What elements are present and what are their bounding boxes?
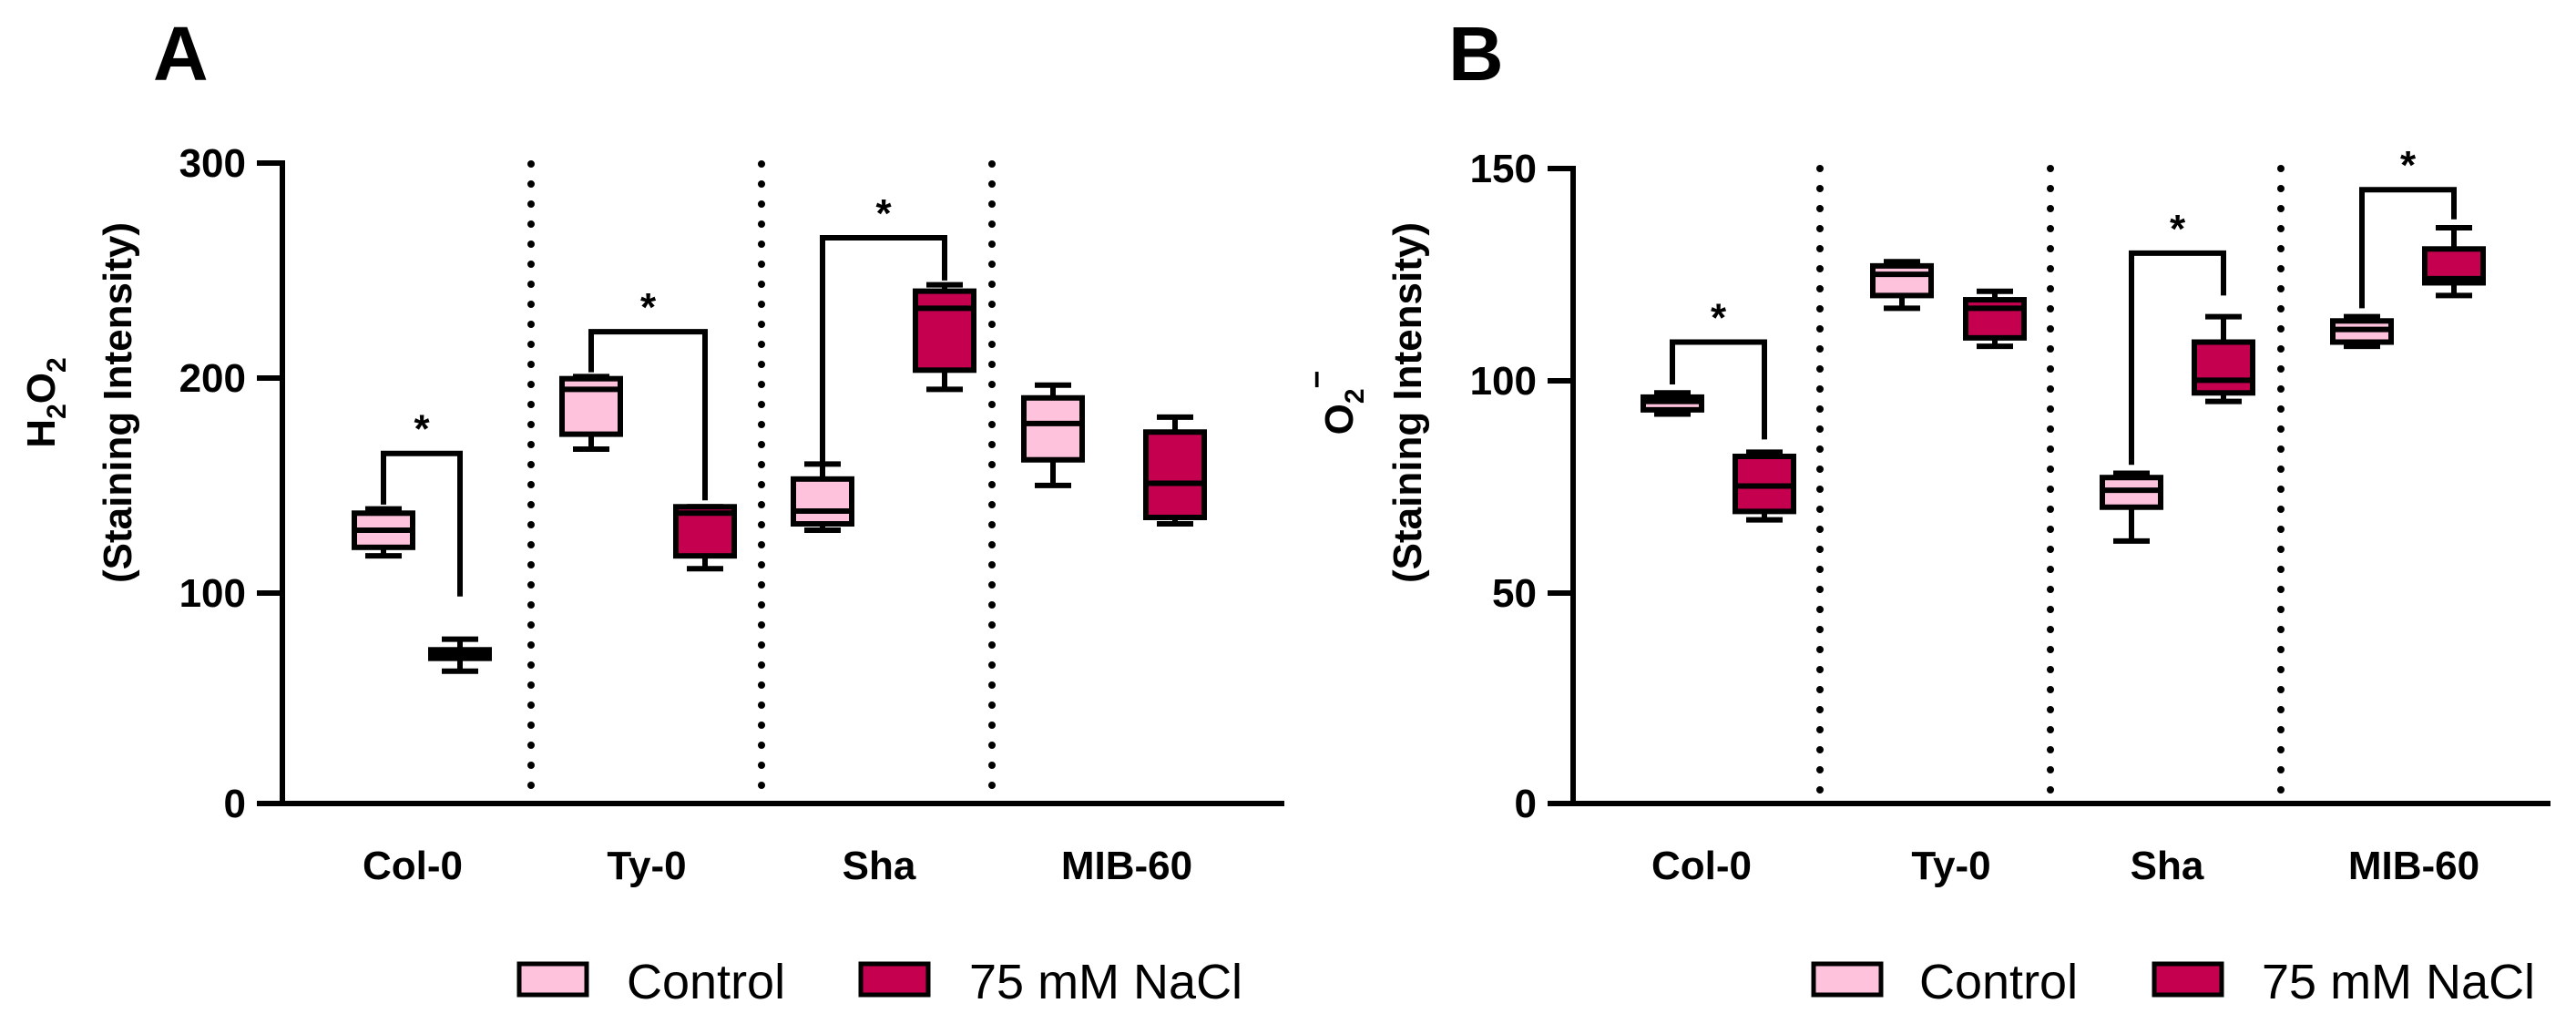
legend-b-swatch-control	[1811, 961, 1884, 998]
legend-a-label-control: Control	[627, 955, 785, 1009]
box-panel-a-nacl-0	[428, 636, 492, 674]
star-panel-a-sig-2: *	[875, 191, 892, 236]
box-panel-a-control-3	[1021, 382, 1085, 488]
panel-a-boxes	[352, 282, 1207, 674]
panel-b-ylabel-line1: O2−	[1300, 371, 1370, 435]
star-panel-b-sig-0: *	[1711, 296, 1727, 341]
panel-b-ytick-label-1: 50	[1492, 571, 1537, 616]
iqr-panel-b-nacl-1	[1963, 297, 2027, 341]
panel-a-ylabel-line1: H2O2	[19, 357, 72, 447]
bracket-panel-b-sig-1	[2129, 250, 2226, 466]
panel-a-category-label-1: Ty-0	[607, 844, 686, 888]
panel-b-significance: * * *	[1670, 143, 2457, 466]
star-panel-a-sig-0: *	[414, 407, 430, 452]
bracket-panel-a-sig-2	[820, 235, 947, 463]
panel-b-ytick-label-3: 150	[1470, 147, 1537, 191]
legend-a: Control 75 mM NaCl	[516, 955, 1242, 1009]
panel-a-letter: A	[153, 11, 209, 97]
bracket-panel-b-sig-0	[1670, 339, 1767, 440]
panel-b-boxes	[1641, 225, 2486, 544]
box-panel-b-nacl-0	[1733, 449, 1796, 523]
star-panel-a-sig-1: *	[640, 285, 657, 330]
panel-b-y-ticks: 0 50 100 150	[1470, 147, 1573, 826]
iqr-panel-a-control-2	[791, 476, 854, 527]
box-panel-a-nacl-1	[673, 504, 737, 572]
legend-a-swatch-nacl	[858, 961, 931, 998]
panel-b-category-label-0: Col-0	[1651, 844, 1752, 888]
panel-b: B O2− (Staining Intensity) 0 50 100 150 …	[1300, 11, 2550, 888]
box-panel-b-nacl-2	[2192, 313, 2255, 404]
box-panel-a-nacl-2	[913, 282, 976, 393]
panel-b-ytick-label-0: 0	[1515, 782, 1537, 826]
bracket-panel-a-sig-1	[588, 329, 708, 501]
panel-a-y-ticks: 0 100 200 300	[179, 141, 282, 826]
box-panel-a-control-2	[791, 461, 854, 534]
box-panel-a-nacl-3	[1143, 414, 1207, 527]
iqr-panel-a-nacl-2	[913, 288, 976, 374]
box-panel-b-control-1	[1870, 259, 1934, 312]
panel-a-ytick-label-2: 200	[179, 356, 246, 401]
star-panel-b-sig-1: *	[2170, 207, 2186, 251]
bracket-panel-b-sig-2	[2359, 187, 2457, 309]
panel-a-category-label-3: MIB-60	[1061, 844, 1192, 888]
iqr-panel-b-nacl-2	[2192, 339, 2255, 396]
panel-b-ytick-label-2: 100	[1470, 359, 1537, 404]
panel-b-category-label-2: Sha	[2131, 844, 2204, 888]
box-panel-b-nacl-3	[2422, 225, 2486, 299]
panel-a-ylabel-line2: (Staining Intensity)	[96, 222, 140, 583]
panel-a-ytick-label-1: 100	[179, 571, 246, 616]
iqr-panel-b-control-1	[1870, 262, 1934, 299]
bracket-panel-a-sig-0	[381, 450, 463, 597]
panel-b-category-label-3: MIB-60	[2348, 844, 2479, 888]
panel-a: A H2O2 (Staining Intensity) 0 100 200 30…	[19, 11, 1284, 888]
iqr-panel-a-nacl-3	[1143, 429, 1207, 520]
legend-b: Control 75 mM NaCl	[1811, 955, 2535, 1009]
box-panel-b-nacl-1	[1963, 288, 2027, 350]
panel-b-category-label-1: Ty-0	[1911, 844, 1990, 888]
box-panel-a-control-0	[352, 506, 415, 559]
legend-b-swatch-nacl	[2152, 961, 2224, 998]
iqr-panel-a-control-3	[1021, 394, 1085, 463]
panel-a-ytick-label-0: 0	[224, 782, 246, 826]
star-panel-b-sig-2: *	[2400, 143, 2417, 188]
panel-a-category-label-0: Col-0	[363, 844, 463, 888]
box-panel-b-control-3	[2330, 313, 2394, 350]
panel-a-category-label-2: Sha	[843, 844, 916, 888]
legend-a-swatch-control	[516, 961, 589, 998]
panel-b-letter: B	[1448, 11, 1504, 97]
panel-a-significance: * * *	[381, 191, 947, 597]
box-panel-a-control-1	[559, 374, 623, 453]
box-panel-b-control-0	[1641, 390, 1704, 417]
panel-b-ylabel-line2: (Staining Intensity)	[1385, 222, 1430, 583]
panel-a-ytick-label-3: 300	[179, 141, 246, 186]
legend-b-label-nacl: 75 mM NaCl	[2262, 955, 2535, 1009]
box-panel-b-control-2	[2100, 470, 2163, 544]
legend-b-label-control: Control	[1919, 955, 2078, 1009]
legend-a-label-nacl: 75 mM NaCl	[969, 955, 1242, 1009]
